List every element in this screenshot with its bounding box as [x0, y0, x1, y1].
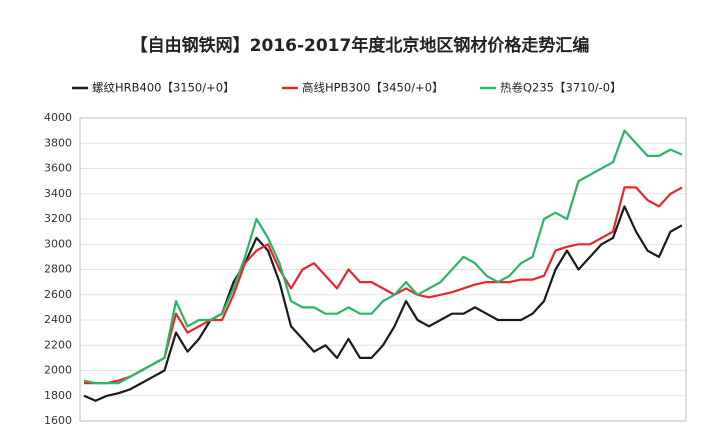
y-tick-label: 2200 — [44, 338, 72, 351]
y-tick-label: 1800 — [44, 389, 72, 402]
y-tick-label: 1600 — [44, 414, 72, 427]
y-tick-label: 2800 — [44, 263, 72, 276]
legend-label: 热卷Q235【3710/-0】 — [500, 81, 622, 95]
y-tick-label: 3000 — [44, 237, 72, 250]
y-tick-label: 3800 — [44, 136, 72, 149]
chart-title: 【自由钢铁网】2016-2017年度北京地区钢材价格走势汇编 — [131, 35, 590, 56]
legend-label: 螺纹HRB400【3150/+0】 — [92, 81, 235, 95]
y-tick-label: 3200 — [44, 212, 72, 225]
y-tick-label: 4000 — [44, 111, 72, 124]
y-tick-label: 3600 — [44, 162, 72, 175]
y-tick-label: 2400 — [44, 313, 72, 326]
y-tick-label: 2000 — [44, 364, 72, 377]
y-tick-label: 2600 — [44, 288, 72, 301]
series-line — [83, 205, 683, 402]
legend-label: 高线HPB300【3450/+0】 — [302, 81, 444, 95]
y-tick-label: 3400 — [44, 187, 72, 200]
plot-frame — [79, 117, 687, 422]
series-line — [83, 129, 683, 385]
series-line — [84, 186, 683, 385]
